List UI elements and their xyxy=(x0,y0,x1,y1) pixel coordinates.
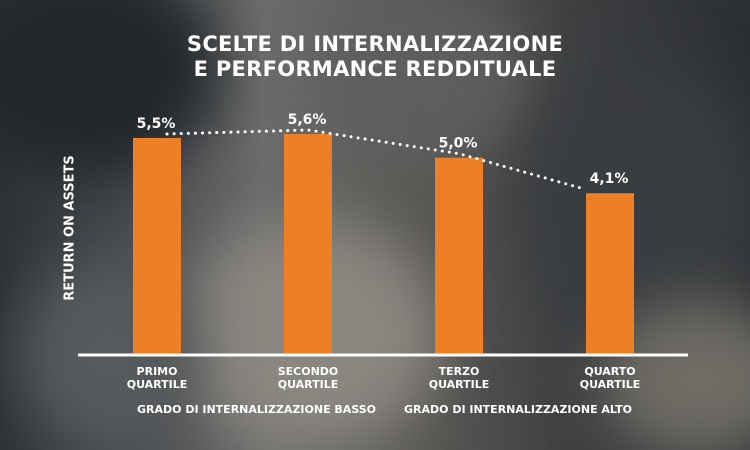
x-tick-label-primo: PRIMO QUARTILE xyxy=(92,365,222,391)
x-tick-label-quarto: QUARTO QUARTILE xyxy=(545,365,675,391)
x-tick-label-line: SECONDO xyxy=(277,365,339,378)
x-tick-label-line: QUARTILE xyxy=(428,378,490,391)
trend-line xyxy=(165,128,587,191)
x-tick-label-terzo: TERZO QUARTILE xyxy=(394,365,524,391)
value-label-4: 4,1% xyxy=(590,171,629,187)
group-label-alto: GRADO DI INTERNALIZZAZIONE ALTO xyxy=(404,403,632,416)
value-label-2: 5,6% xyxy=(288,112,327,128)
chart-title: SCELTE DI INTERNALIZZAZIONE E PERFORMANC… xyxy=(0,32,750,82)
bar-3 xyxy=(435,157,483,355)
bar-1 xyxy=(133,137,181,355)
x-tick-label-line: TERZO xyxy=(438,365,480,378)
x-tick-label-line: QUARTO xyxy=(584,365,636,378)
value-label-3: 5,0% xyxy=(439,136,478,152)
x-tick-label-line: QUARTILE xyxy=(126,378,188,391)
group-label-basso: GRADO DI INTERNALIZZAZIONE BASSO xyxy=(137,403,377,416)
x-tick-label-line: QUARTILE xyxy=(277,378,339,391)
x-tick-label-line: QUARTILE xyxy=(579,378,641,391)
bar-4 xyxy=(586,193,634,355)
title-line-2: E PERFORMANCE REDDITUALE xyxy=(193,57,557,81)
value-label-1: 5,5% xyxy=(137,116,176,132)
x-tick-label-line: PRIMO xyxy=(136,365,178,378)
bar-2 xyxy=(284,134,332,355)
title-line-1: SCELTE DI INTERNALIZZAZIONE xyxy=(186,32,564,56)
x-tick-label-secondo: SECONDO QUARTILE xyxy=(243,365,373,391)
